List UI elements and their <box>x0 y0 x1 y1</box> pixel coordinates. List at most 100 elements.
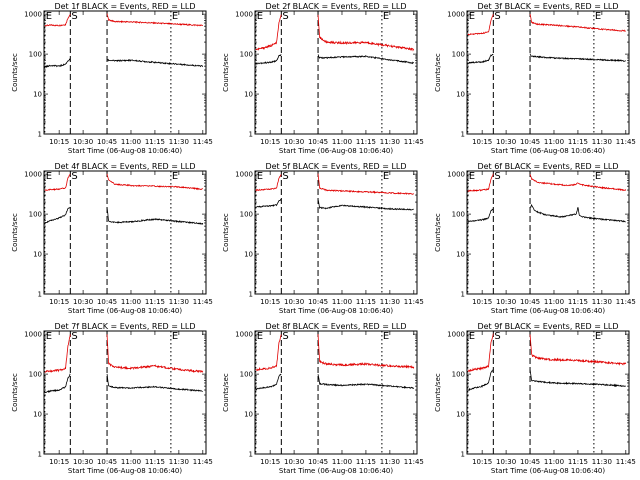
y-tick-label: 100 <box>240 51 253 59</box>
series-line-lld <box>467 13 626 36</box>
x-tick-label: 10:15 <box>472 458 492 466</box>
y-tick-label: 1000 <box>24 11 42 19</box>
x-tick-label: 11:45 <box>404 458 424 466</box>
x-tick-label: 10:45 <box>97 298 117 306</box>
marker-label: E <box>172 331 178 342</box>
chart-title: Det 4f BLACK = Events, RED = LLD <box>54 162 195 171</box>
x-tick-label: 11:45 <box>616 298 636 306</box>
x-tick-label: 11:15 <box>356 458 376 466</box>
x-tick-label: 10:45 <box>520 138 540 146</box>
y-tick-label: 1000 <box>235 11 253 19</box>
y-tick-label: 10 <box>456 251 465 259</box>
x-tick-label: 11:00 <box>332 458 352 466</box>
x-tick-label: 11:45 <box>404 138 424 146</box>
y-tick-label: 10 <box>456 411 465 419</box>
y-tick-label: 1 <box>249 131 253 139</box>
x-tick-label: 10:45 <box>308 458 328 466</box>
x-tick-label: 10:15 <box>49 138 69 146</box>
plot-frame <box>254 170 418 295</box>
x-tick-label: 10:15 <box>49 458 69 466</box>
series-line-lld <box>44 13 204 27</box>
y-tick-label: 1 <box>249 451 253 459</box>
x-tick-label: 11:15 <box>568 298 588 306</box>
marker-label: S <box>71 11 77 22</box>
x-axis-label: Start Time (06-Aug-08 10:06:40) <box>68 467 182 475</box>
y-tick-label: 10 <box>33 251 42 259</box>
x-tick-label: 11:30 <box>592 138 612 146</box>
x-tick-label: 10:30 <box>73 298 93 306</box>
y-tick-label: 10 <box>33 411 42 419</box>
x-tick-label: 11:15 <box>356 298 376 306</box>
x-tick-label: 11:00 <box>544 298 564 306</box>
y-tick-label: 100 <box>452 51 465 59</box>
series-line-events <box>44 206 204 225</box>
x-tick-label: 11:30 <box>380 458 400 466</box>
series-line-events <box>255 198 414 211</box>
x-tick-label: 10:45 <box>520 458 540 466</box>
y-tick-label: 100 <box>240 371 253 379</box>
chart-title: Det 2f BLACK = Events, RED = LLD <box>265 2 406 11</box>
marker-label: E <box>46 11 52 22</box>
marker-label: E <box>383 171 389 182</box>
x-tick-label: 11:00 <box>121 458 141 466</box>
x-tick-label: 11:30 <box>380 298 400 306</box>
chart-panel-5: Det 5f BLACK = Events, RED = LLD 1 10 100 10… <box>222 162 424 315</box>
plot-frame <box>466 330 630 455</box>
x-tick-label: 10:15 <box>260 458 280 466</box>
marker-label: E <box>257 11 263 22</box>
marker-label: E <box>172 11 178 22</box>
y-tick-label: 1 <box>38 291 42 299</box>
y-tick-label: 100 <box>29 51 42 59</box>
x-tick-label: 10:30 <box>284 138 304 146</box>
x-tick-label: 10:30 <box>496 458 516 466</box>
marker-label: S <box>494 331 500 342</box>
y-axis-label: Counts/sec <box>222 213 230 252</box>
x-tick-label: 10:15 <box>472 138 492 146</box>
y-tick-label: 10 <box>456 91 465 99</box>
series-line-lld <box>467 173 627 192</box>
x-tick-label: 11:45 <box>193 298 213 306</box>
x-tick-label: 10:30 <box>73 138 93 146</box>
x-tick-label: 10:30 <box>284 298 304 306</box>
series-line-events <box>467 369 627 392</box>
y-axis-label: Counts/sec <box>434 53 442 92</box>
x-tick-label: 11:30 <box>169 298 189 306</box>
x-tick-label: 11:30 <box>592 458 612 466</box>
y-axis-label: Counts/sec <box>222 53 230 92</box>
x-axis-label: Start Time (06-Aug-08 10:06:40) <box>491 147 605 155</box>
x-tick-label: 10:30 <box>73 458 93 466</box>
series-line-lld <box>255 334 415 372</box>
x-tick-label: 10:30 <box>496 298 516 306</box>
chart-title: Det 5f BLACK = Events, RED = LLD <box>265 162 406 171</box>
chart-panel-9: Det 9f BLACK = Events, RED = LLD 1 10 100 10… <box>434 322 636 475</box>
y-tick-label: 10 <box>244 251 253 259</box>
y-tick-label: 1000 <box>24 171 42 179</box>
x-tick-label: 10:45 <box>97 138 117 146</box>
x-tick-label: 11:30 <box>169 138 189 146</box>
marker-label: S <box>494 11 500 22</box>
y-tick-label: 1 <box>249 291 253 299</box>
plot-frame <box>43 170 207 295</box>
series-line-events <box>467 53 626 64</box>
marker-label: S <box>282 331 288 342</box>
x-tick-label: 11:00 <box>332 298 352 306</box>
chart-title: Det 6f BLACK = Events, RED = LLD <box>477 162 618 171</box>
plot-frame <box>466 170 630 295</box>
y-axis-label: Counts/sec <box>11 53 19 92</box>
marker-label: E <box>595 11 601 22</box>
y-axis-label: Counts/sec <box>434 373 442 412</box>
y-tick-label: 100 <box>29 211 42 219</box>
x-tick-label: 10:45 <box>308 138 328 146</box>
marker-label: E <box>595 171 601 182</box>
plot-frame <box>254 10 418 135</box>
plot-frame <box>43 10 207 135</box>
y-tick-label: 100 <box>29 371 42 379</box>
y-axis-label: Counts/sec <box>222 373 230 412</box>
marker-label: E <box>469 171 475 182</box>
series-line-events <box>44 373 203 394</box>
series-line-lld <box>255 173 415 196</box>
x-tick-label: 11:15 <box>356 138 376 146</box>
x-axis-label: Start Time (06-Aug-08 10:06:40) <box>68 307 182 315</box>
plot-frame <box>254 330 418 455</box>
